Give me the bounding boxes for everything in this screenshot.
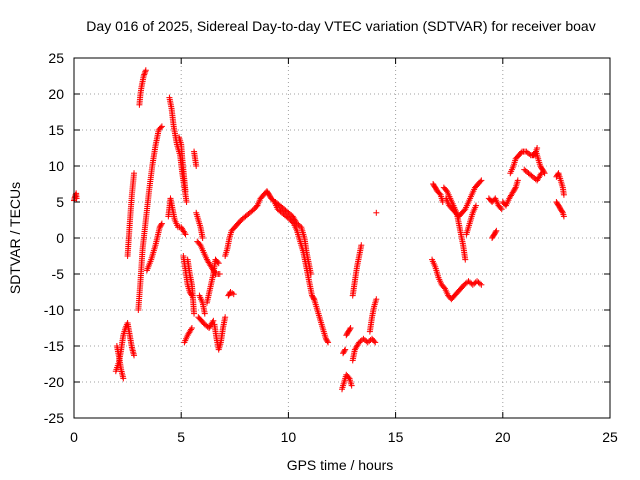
data-point	[131, 352, 138, 359]
data-point	[310, 295, 317, 301]
data-point	[373, 209, 380, 216]
y-tick-label: 15	[48, 122, 64, 138]
data-point	[142, 67, 149, 74]
data-point	[341, 347, 348, 354]
data-point	[215, 260, 222, 267]
y-tick-label: -15	[44, 338, 64, 354]
data-point	[518, 149, 525, 156]
data-point	[142, 68, 149, 75]
axis-ticks: 0 5 10 15 20 25 -25 -20 -15 -10 -5 0 5 10 15 20 25	[44, 50, 618, 445]
data-point	[214, 259, 221, 265]
x-tick-label: 10	[281, 429, 297, 445]
data-point	[511, 185, 518, 192]
data-point	[325, 339, 332, 346]
data-point	[497, 205, 504, 211]
data-point	[183, 199, 190, 205]
data-point	[191, 310, 198, 317]
data-point	[358, 242, 365, 249]
data-point	[216, 271, 223, 277]
chart-title: Day 016 of 2025, Sidereal Day-to-day VTE…	[86, 18, 595, 34]
y-tick-label: 25	[48, 50, 64, 66]
data-point	[307, 271, 314, 277]
data-point	[141, 70, 148, 77]
y-tick-label: 10	[48, 158, 64, 174]
data-point	[158, 123, 165, 130]
data-point	[182, 231, 189, 238]
data-point	[478, 177, 485, 184]
data-point	[201, 310, 208, 317]
data-point	[560, 191, 567, 198]
data-point	[342, 346, 349, 353]
y-tick-label: -5	[52, 266, 65, 282]
data-point	[348, 382, 355, 389]
data-point	[120, 375, 127, 382]
data-point	[222, 314, 229, 321]
data-points	[71, 67, 567, 393]
data-point	[230, 291, 237, 298]
data-point	[473, 202, 479, 209]
data-point	[140, 73, 147, 79]
data-point	[492, 229, 499, 235]
y-tick-label: 20	[48, 86, 64, 102]
y-tick-label: 0	[56, 230, 64, 246]
y-tick-label: -20	[44, 374, 64, 390]
y-axis-label: SDTVAR / TECUs	[7, 182, 23, 294]
data-point	[493, 227, 500, 234]
data-point	[346, 326, 353, 333]
y-tick-label: 5	[56, 194, 64, 210]
data-point	[371, 338, 378, 345]
data-point	[514, 177, 521, 184]
x-axis-label: GPS time / hours	[287, 457, 394, 473]
data-point	[188, 292, 195, 299]
data-point	[537, 171, 544, 178]
data-point	[462, 256, 469, 263]
x-tick-label: 25	[602, 429, 618, 445]
data-point	[158, 220, 165, 227]
data-point	[373, 296, 380, 303]
data-point	[131, 170, 138, 177]
data-point	[182, 188, 189, 195]
data-point	[73, 195, 80, 202]
data-point	[324, 338, 331, 345]
data-point	[188, 325, 195, 331]
data-point	[157, 124, 164, 131]
data-point	[141, 71, 148, 78]
x-tick-label: 0	[70, 429, 78, 445]
data-point	[476, 280, 483, 287]
y-tick-label: -10	[44, 302, 64, 318]
data-point	[534, 145, 541, 151]
data-point	[199, 235, 206, 241]
x-tick-label: 5	[177, 429, 185, 445]
data-point	[372, 339, 379, 346]
data-point	[541, 170, 548, 177]
data-point	[498, 206, 505, 213]
data-point	[347, 325, 354, 331]
data-point	[477, 178, 484, 185]
data-point	[158, 221, 165, 228]
x-tick-label: 20	[495, 429, 511, 445]
data-point	[478, 281, 485, 288]
data-point	[210, 317, 217, 324]
data-point	[181, 229, 188, 236]
data-point	[559, 208, 566, 215]
data-point	[193, 163, 200, 169]
data-point	[540, 169, 547, 175]
y-tick-label: -25	[44, 410, 64, 426]
x-tick-label: 15	[388, 429, 404, 445]
data-point	[560, 213, 567, 220]
data-point	[188, 291, 195, 298]
data-point	[188, 326, 195, 333]
